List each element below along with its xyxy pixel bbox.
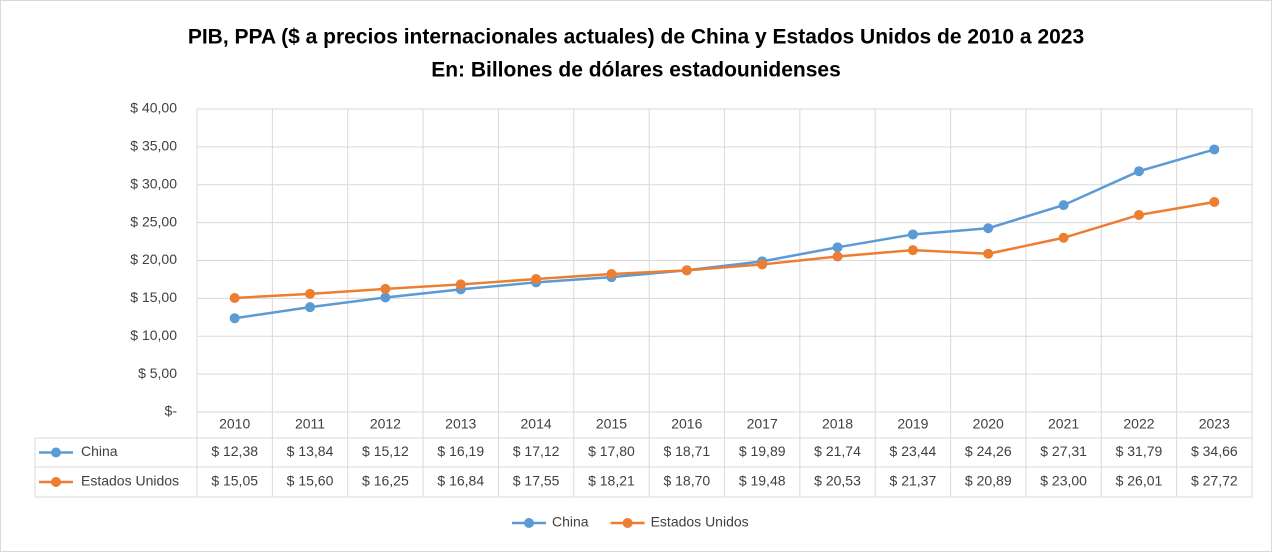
data-point xyxy=(832,242,843,253)
data-point xyxy=(983,223,994,234)
table-series-name: China xyxy=(81,443,118,459)
data-point xyxy=(1133,166,1144,177)
data-point xyxy=(229,313,240,324)
series-line xyxy=(234,200,1215,300)
x-tick-label: 2022 xyxy=(1123,416,1154,432)
legend-label: China xyxy=(552,514,589,530)
data-point xyxy=(380,292,391,303)
table-value: $ 16,19 xyxy=(437,443,484,459)
table-value: $ 15,05 xyxy=(211,473,258,489)
x-tick-label: 2010 xyxy=(219,416,250,432)
table-value: $ 21,37 xyxy=(890,473,937,489)
table-value: $ 34,66 xyxy=(1191,443,1238,459)
chart-title: PIB, PPA ($ a precios internacionales ac… xyxy=(188,26,1084,49)
series-line xyxy=(234,148,1215,320)
x-tick-label: 2019 xyxy=(897,416,928,432)
table-series-name: Estados Unidos xyxy=(81,473,179,489)
data-point xyxy=(229,292,240,303)
legend-label: Estados Unidos xyxy=(651,514,749,530)
table-value: $ 17,12 xyxy=(513,443,560,459)
table-value: $ 27,72 xyxy=(1191,473,1238,489)
table-value: $ 26,01 xyxy=(1116,473,1163,489)
y-tick-label: $ 20,00 xyxy=(130,251,177,267)
table-value: $ 15,60 xyxy=(287,473,334,489)
data-point xyxy=(907,229,918,240)
data-point xyxy=(1058,232,1069,243)
table-value: $ 24,26 xyxy=(965,443,1012,459)
x-tick-label: 2011 xyxy=(295,416,325,432)
table-value: $ 13,84 xyxy=(287,443,334,459)
table-value: $ 17,55 xyxy=(513,473,560,489)
y-tick-label: $ 25,00 xyxy=(130,213,177,229)
y-tick-label: $- xyxy=(165,403,178,419)
data-point xyxy=(531,274,542,285)
x-tick-label: 2015 xyxy=(596,416,627,432)
table-value: $ 23,00 xyxy=(1040,473,1087,489)
table-value: $ 21,74 xyxy=(814,443,861,459)
data-point xyxy=(305,302,316,313)
data-point xyxy=(757,259,768,270)
table-value: $ 20,53 xyxy=(814,473,861,489)
legend-marker xyxy=(622,518,633,528)
y-tick-label: $ 40,00 xyxy=(130,100,177,116)
data-point xyxy=(1133,209,1144,220)
data-point xyxy=(832,251,843,262)
table-value: $ 16,84 xyxy=(437,473,484,489)
legend-marker xyxy=(51,447,61,458)
x-tick-label: 2020 xyxy=(973,416,1004,432)
table-value: $ 17,80 xyxy=(588,443,635,459)
legend-marker xyxy=(51,477,61,487)
data-point xyxy=(907,245,918,256)
x-tick-label: 2023 xyxy=(1199,416,1230,432)
data-point xyxy=(455,279,466,290)
x-tick-label: 2012 xyxy=(370,416,401,432)
table-value: $ 12,38 xyxy=(211,443,258,459)
y-tick-label: $ 5,00 xyxy=(138,365,177,381)
chart-subtitle: En: Billones de dólares estadounidenses xyxy=(431,59,841,82)
table-value: $ 23,44 xyxy=(890,443,937,459)
x-tick-label: 2013 xyxy=(445,416,476,432)
legend-marker xyxy=(524,518,534,528)
data-point xyxy=(983,248,994,259)
x-tick-label: 2017 xyxy=(747,416,778,432)
data-point xyxy=(1058,200,1069,211)
data-point xyxy=(681,265,692,276)
table-value: $ 19,48 xyxy=(739,473,786,489)
table-value: $ 18,21 xyxy=(588,473,635,489)
data-point xyxy=(606,269,617,280)
table-value: $ 15,12 xyxy=(362,443,409,459)
y-tick-label: $ 35,00 xyxy=(130,138,177,154)
table-value: $ 27,31 xyxy=(1040,443,1087,459)
table-value: $ 31,79 xyxy=(1116,443,1163,459)
table-value: $ 16,25 xyxy=(362,473,409,489)
data-point xyxy=(305,288,316,299)
x-tick-label: 2021 xyxy=(1048,416,1079,432)
table-value: $ 18,70 xyxy=(663,473,710,489)
table-value: $ 19,89 xyxy=(739,443,786,459)
table-value: $ 20,89 xyxy=(965,473,1012,489)
y-tick-label: $ 10,00 xyxy=(130,327,177,343)
table-value: $ 18,71 xyxy=(663,443,710,459)
x-tick-label: 2014 xyxy=(521,416,552,432)
x-tick-label: 2018 xyxy=(822,416,853,432)
y-tick-label: $ 30,00 xyxy=(130,175,177,191)
data-point xyxy=(380,283,391,294)
data-point xyxy=(1209,144,1220,155)
data-point xyxy=(1209,197,1220,208)
y-tick-label: $ 15,00 xyxy=(130,289,177,305)
x-tick-label: 2016 xyxy=(671,416,702,432)
